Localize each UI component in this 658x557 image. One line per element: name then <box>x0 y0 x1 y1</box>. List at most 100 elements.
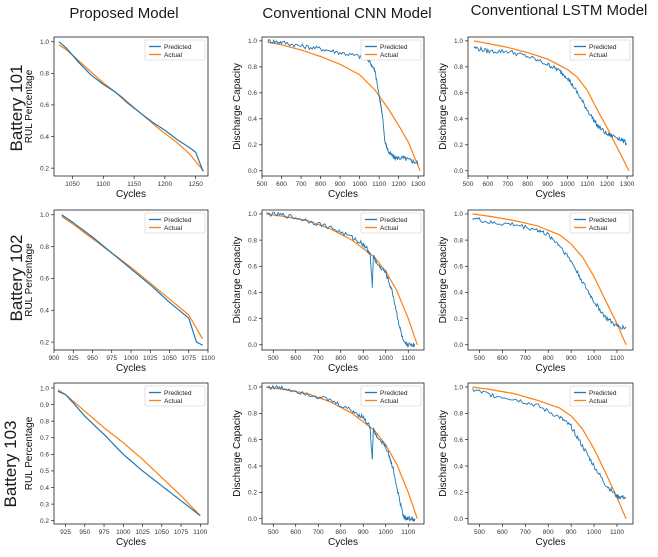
x-tick-label: 1200 <box>600 181 615 188</box>
y-tick-label: 0.8 <box>40 71 49 78</box>
y-tick-label: 0.2 <box>454 316 463 323</box>
x-tick-label: 1050 <box>155 529 170 536</box>
y-axis-label: Discharge Capacity <box>232 410 243 497</box>
x-tick-label: 700 <box>313 355 324 362</box>
predicted-line <box>473 45 628 146</box>
chart-panel: 500 600 700 800 900 1000 1100 0.0 0.2 0.4 0.6 0.8 1.… <box>438 382 634 548</box>
y-tick-label: 0.2 <box>40 518 49 525</box>
x-tick-label: 500 <box>268 355 279 362</box>
x-tick-label: 500 <box>463 181 474 188</box>
x-tick-label: 500 <box>257 181 268 188</box>
plot-area <box>261 382 425 525</box>
y-axis-label: Discharge Capacity <box>438 237 449 324</box>
x-tick-label: 900 <box>566 355 577 362</box>
y-tick-label: 0.2 <box>248 316 257 323</box>
x-tick-label: 600 <box>276 181 287 188</box>
y-tick-label: 0.4 <box>248 116 257 123</box>
column-title-cnn: Conventional CNN Model <box>262 5 431 22</box>
chart-panel: 900 925 950 975 1000 1025 1050 1075 1100 0.2 0.4 0.… <box>24 209 215 374</box>
y-tick-label: 0.4 <box>40 134 49 141</box>
legend-actual-label: Actual <box>164 52 183 59</box>
predicted-line <box>472 216 627 330</box>
x-tick-label: 700 <box>520 355 531 362</box>
x-tick-label: 700 <box>296 181 307 188</box>
y-tick-label: 0.5 <box>40 468 49 475</box>
chart-panel: 500 600 700 800 900 1000 1100 0.0 0.2 0.4 0.6 0.8 1.… <box>232 382 425 548</box>
x-tick-label: 1100 <box>96 181 110 188</box>
x-tick-label: 925 <box>60 529 71 536</box>
y-tick-label: 0.2 <box>40 165 49 172</box>
x-tick-label: 900 <box>335 181 346 188</box>
row-label-battery-101: Battery 101 <box>7 65 26 152</box>
y-tick-label: 0.3 <box>40 501 49 508</box>
x-tick-label: 1100 <box>193 529 207 536</box>
x-tick-label: 1050 <box>65 181 80 188</box>
legend-predicted-label: Predicted <box>164 390 192 397</box>
y-tick-label: 1.0 <box>454 211 463 218</box>
x-tick-label: 1000 <box>352 181 367 188</box>
predicted-line <box>266 384 416 523</box>
legend-predicted-label: Predicted <box>164 217 192 224</box>
x-axis-label: Cycles <box>116 189 146 200</box>
y-axis-label: RUL Percentage <box>24 243 35 317</box>
y-tick-label: 0.6 <box>454 90 463 97</box>
y-tick-label: 0.6 <box>454 264 463 271</box>
column-title-proposed: Proposed Model <box>69 5 178 22</box>
y-tick-label: 0.0 <box>248 168 257 175</box>
x-tick-label: 900 <box>49 355 60 362</box>
x-tick-label: 950 <box>79 529 90 536</box>
x-tick-label: 1025 <box>143 355 158 362</box>
y-tick-label: 1.0 <box>248 38 257 45</box>
legend-predicted-label: Predicted <box>589 44 617 51</box>
y-tick-label: 1.0 <box>248 384 257 391</box>
predicted-line <box>58 41 204 172</box>
y-tick-label: 0.2 <box>454 490 463 497</box>
legend-actual-label: Actual <box>380 52 399 59</box>
x-tick-label: 900 <box>358 355 369 362</box>
y-tick-label: 0.6 <box>454 437 463 444</box>
x-tick-label: 925 <box>68 355 79 362</box>
x-tick-label: 600 <box>290 355 301 362</box>
row-label-battery-103: Battery 103 <box>1 421 20 508</box>
y-tick-label: 0.4 <box>40 308 49 315</box>
predicted-line <box>266 211 416 349</box>
y-tick-label: 0.8 <box>248 237 257 244</box>
y-axis-label: Discharge Capacity <box>232 237 243 324</box>
y-tick-label: 0.4 <box>248 463 257 470</box>
legend-predicted-label: Predicted <box>380 390 408 397</box>
legend-predicted-label: Predicted <box>589 390 617 397</box>
actual-line <box>472 386 627 519</box>
x-tick-label: 1100 <box>201 355 215 362</box>
y-tick-label: 0.6 <box>248 264 257 271</box>
y-tick-label: 0.8 <box>454 64 463 71</box>
y-tick-label: 1.0 <box>454 384 463 391</box>
x-tick-label: 500 <box>268 529 279 536</box>
actual-line <box>267 41 421 172</box>
x-axis-label: Cycles <box>535 363 565 374</box>
x-tick-label: 900 <box>542 181 553 188</box>
x-tick-label: 900 <box>358 529 369 536</box>
x-tick-label: 1300 <box>411 181 426 188</box>
y-axis-label: RUL Percentage <box>24 69 35 143</box>
y-tick-label: 0.4 <box>454 463 463 470</box>
legend-actual-label: Actual <box>164 398 183 405</box>
legend-actual-label: Actual <box>164 225 183 232</box>
y-tick-label: 0.6 <box>40 452 49 459</box>
y-tick-label: 0.8 <box>248 411 257 418</box>
x-tick-label: 1200 <box>391 181 406 188</box>
x-tick-label: 700 <box>520 529 531 536</box>
y-tick-label: 0.0 <box>454 342 463 349</box>
x-tick-label: 1100 <box>610 529 624 536</box>
x-tick-label: 800 <box>522 181 533 188</box>
x-tick-label: 700 <box>502 181 513 188</box>
x-axis-label: Cycles <box>116 363 146 374</box>
actual-line <box>61 215 204 340</box>
y-axis-label: Discharge Capacity <box>232 63 243 150</box>
legend-actual-label: Actual <box>589 225 608 232</box>
x-tick-label: 700 <box>313 529 324 536</box>
x-tick-label: 1000 <box>587 355 602 362</box>
y-tick-label: 0.0 <box>454 168 463 175</box>
column-title-lstm: Conventional LSTM Model <box>471 2 648 19</box>
x-tick-label: 600 <box>290 529 301 536</box>
